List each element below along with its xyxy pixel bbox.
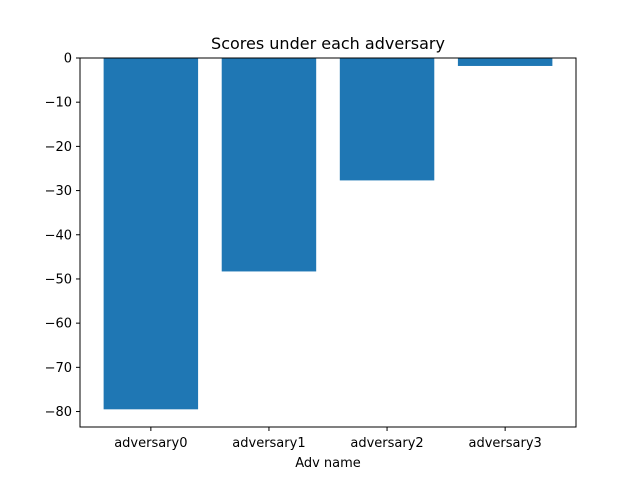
x-axis-label: Adv name — [295, 456, 361, 471]
x-tick-label-adversary0: adversary0 — [114, 436, 187, 451]
chart-title: Scores under each adversary — [211, 34, 445, 53]
y-tick-label: −40 — [45, 228, 72, 243]
bar-adversary2 — [339, 58, 435, 181]
bar-adversary1 — [221, 58, 317, 272]
y-tick-label: 0 — [64, 52, 72, 67]
y-tick-label: −30 — [45, 184, 72, 199]
bar-adversary3 — [457, 58, 553, 66]
y-tick-label: −70 — [45, 361, 72, 376]
y-tick-label: −80 — [45, 405, 72, 420]
y-tick-label: −60 — [45, 317, 72, 332]
y-tick-label: −10 — [45, 96, 72, 111]
y-tick-label: −50 — [45, 272, 72, 287]
bar-adversary0 — [103, 58, 199, 410]
bars-group — [103, 58, 553, 410]
plot-area-frame — [79, 57, 577, 428]
x-tick-label-adversary1: adversary1 — [232, 436, 305, 451]
y-tick-label: −20 — [45, 140, 72, 155]
x-tick-label-adversary2: adversary2 — [350, 436, 423, 451]
x-axis-ticks: adversary0 adversary1 adversary2 adversary3 — [114, 427, 542, 451]
x-tick-label-adversary3: adversary3 — [468, 436, 541, 451]
y-axis-ticks: 0 −10 −20 −30 −40 −50 −60 −70 −80 — [45, 52, 80, 420]
